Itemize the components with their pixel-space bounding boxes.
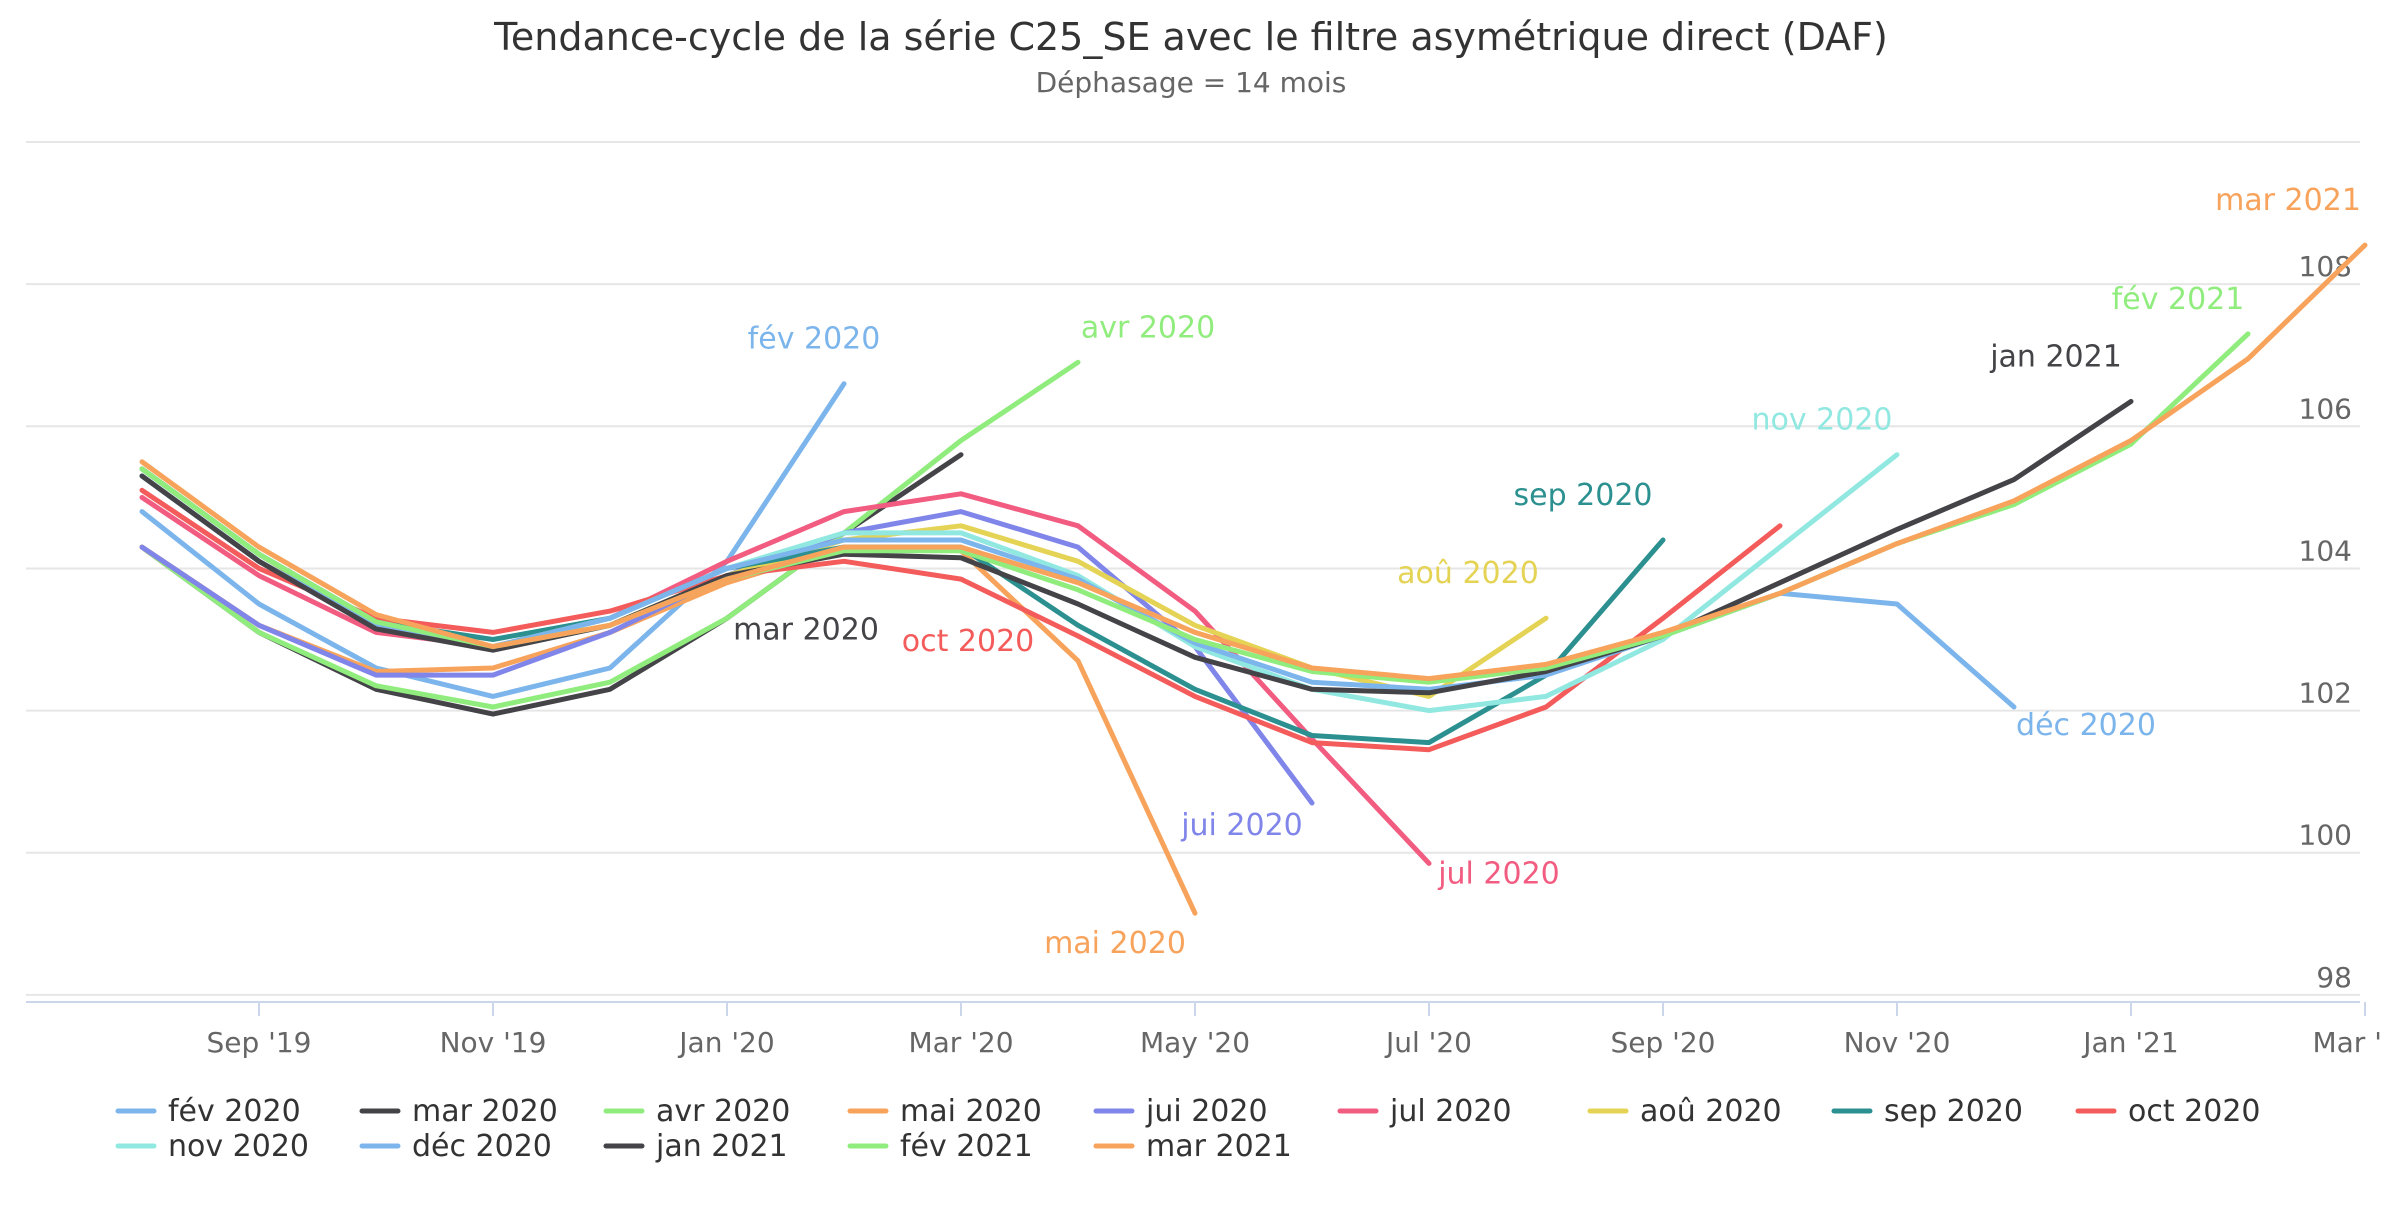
series-end-label: fév 2021	[2112, 282, 2245, 317]
x-axis: Sep '19 Nov '19 Jan '20 Mar '20 May '20 Jul '…	[26, 1001, 2383, 1059]
y-tick-label: 100	[2299, 819, 2352, 852]
legend-label: mar 2020	[412, 1094, 558, 1129]
series-end-label: nov 2020	[1751, 403, 1892, 438]
legend-item[interactable]: oct 2020	[2075, 1094, 2261, 1129]
series-end-label: jan 2021	[1989, 339, 2122, 374]
series-line[interactable]	[139, 242, 2368, 682]
x-tick-label: Jan '21	[2081, 1026, 2178, 1059]
series-line[interactable]	[139, 398, 2134, 696]
legend-label: oct 2020	[2128, 1094, 2261, 1129]
legend-item[interactable]: mar 2021	[1093, 1129, 1292, 1164]
legend-item[interactable]: mai 2020	[847, 1094, 1042, 1129]
series-end-label: mai 2020	[1044, 926, 1186, 961]
series-end-label: avr 2020	[1081, 310, 1215, 345]
legend-item[interactable]: jul 2020	[1337, 1094, 1512, 1129]
series-layer	[139, 242, 2368, 916]
x-tick-label: Jul '20	[1384, 1026, 1472, 1059]
series-end-label: mar 2021	[2215, 183, 2361, 218]
legend-item[interactable]: mar 2020	[359, 1094, 558, 1129]
legend-label: fév 2020	[168, 1094, 301, 1129]
series-end-label: mar 2020	[733, 613, 879, 648]
series-end-label: aoû 2020	[1397, 556, 1539, 591]
legend-item[interactable]: déc 2020	[359, 1129, 552, 1164]
legend-label: mar 2021	[1146, 1129, 1292, 1164]
legend-label: avr 2020	[656, 1094, 790, 1129]
legend-label: nov 2020	[168, 1129, 309, 1164]
series-end-label: déc 2020	[2016, 708, 2156, 743]
x-tick-label: Jan '20	[677, 1026, 774, 1059]
legend-label: fév 2021	[900, 1129, 1033, 1164]
legend-item[interactable]: aoû 2020	[1587, 1094, 1782, 1129]
legend-label: déc 2020	[412, 1129, 552, 1164]
series-end-label: fév 2020	[748, 322, 881, 357]
series-end-label: jul 2020	[1437, 856, 1560, 891]
legend-label: jul 2020	[1389, 1094, 1512, 1129]
x-tick-label: Nov '19	[440, 1026, 547, 1059]
series-line[interactable]	[139, 452, 964, 717]
series-end-label: sep 2020	[1513, 478, 1652, 513]
legend-item[interactable]: jui 2020	[1093, 1094, 1268, 1129]
legend-item[interactable]: fév 2020	[115, 1094, 301, 1129]
legend-label: sep 2020	[1884, 1094, 2023, 1129]
x-tick-label: May '20	[1140, 1026, 1250, 1059]
y-tick-label: 106	[2299, 392, 2352, 425]
legend-label: mai 2020	[900, 1094, 1042, 1129]
legend-item[interactable]: jan 2021	[603, 1129, 788, 1164]
x-tick-label: Sep '20	[1611, 1026, 1716, 1059]
series-line[interactable]	[139, 359, 1081, 710]
x-tick-label: Mar '20	[908, 1026, 1013, 1059]
y-tick-label: 104	[2299, 534, 2352, 567]
x-tick-label: Mar '21	[2312, 1026, 2383, 1059]
y-tick-label: 98	[2316, 961, 2352, 994]
x-tick-label: Nov '20	[1844, 1026, 1951, 1059]
legend-item[interactable]: avr 2020	[603, 1094, 790, 1129]
legend-item[interactable]: sep 2020	[1831, 1094, 2023, 1129]
series-line[interactable]	[139, 466, 1666, 746]
legend-item[interactable]: fév 2021	[847, 1129, 1033, 1164]
x-tick-label: Sep '19	[207, 1026, 312, 1059]
chart-subtitle: Déphasage = 14 mois	[1036, 66, 1347, 99]
legend-label: aoû 2020	[1640, 1094, 1782, 1129]
series-end-label: oct 2020	[902, 624, 1035, 659]
series-end-label: jui 2020	[1180, 808, 1303, 843]
chart-title: Tendance-cycle de la série C25_SE avec l…	[493, 15, 1888, 59]
legend-label: jui 2020	[1145, 1094, 1268, 1129]
y-tick-label: 102	[2299, 677, 2352, 710]
grid-layer	[26, 141, 2360, 996]
legend-item[interactable]: nov 2020	[115, 1129, 309, 1164]
legend: fév 2020 mar 2020 avr 2020 mai 2020 jui 2020…	[115, 1094, 2261, 1164]
legend-label: jan 2021	[655, 1129, 788, 1164]
series-labels: fév 2020 mar 2020 avr 2020 mai 2020 jui 2020…	[733, 183, 2361, 961]
